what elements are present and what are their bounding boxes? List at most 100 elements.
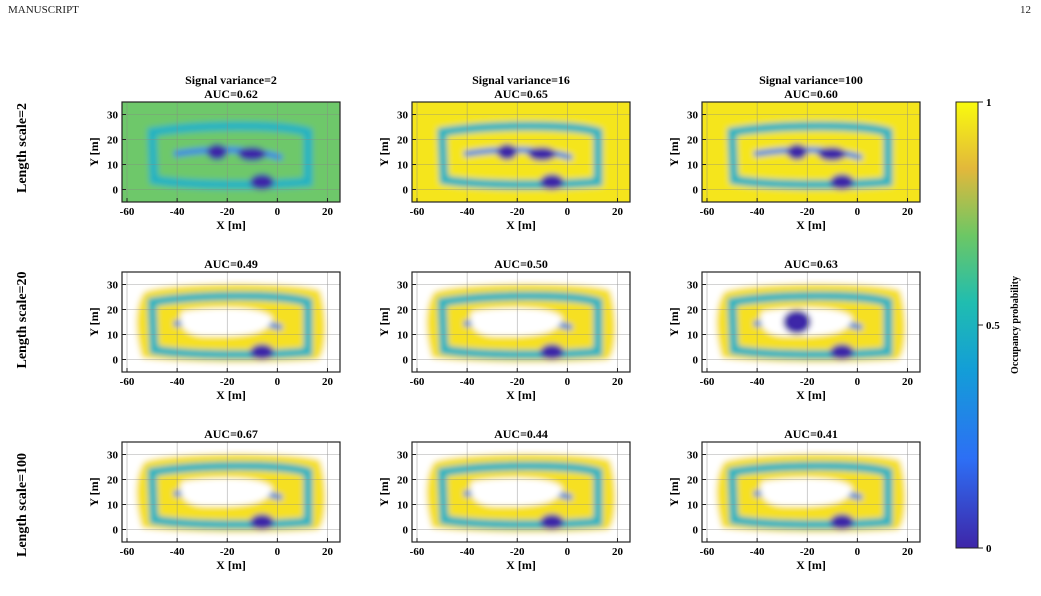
x-tick-label: 0 xyxy=(275,546,281,558)
x-tick-label: -40 xyxy=(750,546,765,558)
x-axis-label: X [m] xyxy=(796,218,826,232)
y-axis-label: Y [m] xyxy=(667,307,681,336)
x-tick-label: 20 xyxy=(322,546,334,558)
panel-auc-title: AUC=0.65 xyxy=(494,87,548,101)
y-tick-label: 0 xyxy=(693,185,699,197)
panel-auc-title: AUC=0.49 xyxy=(204,257,258,271)
y-tick-label: 20 xyxy=(107,305,119,317)
x-tick-label: -60 xyxy=(120,206,135,218)
y-tick-label: 30 xyxy=(687,110,699,122)
axes-frame xyxy=(121,271,341,373)
x-tick-label: 0 xyxy=(565,376,571,388)
x-tick-label: 20 xyxy=(612,546,624,558)
x-tick-label: -20 xyxy=(510,376,525,388)
y-tick-label: 10 xyxy=(107,500,119,512)
x-tick-label: -60 xyxy=(410,206,425,218)
colorbar-tick-bottom: 0 xyxy=(986,543,992,555)
panel-auc-title: AUC=0.41 xyxy=(784,427,838,441)
x-tick-label: -20 xyxy=(800,206,815,218)
x-tick-label: -20 xyxy=(220,376,235,388)
x-tick-label: -40 xyxy=(460,376,475,388)
x-tick-label: 20 xyxy=(322,206,334,218)
axes-frame xyxy=(701,271,921,373)
y-axis-label: Y [m] xyxy=(87,137,101,166)
x-tick-label: -20 xyxy=(510,206,525,218)
axes-frame xyxy=(701,441,921,543)
x-axis-label: X [m] xyxy=(216,388,246,402)
y-tick-label: 30 xyxy=(397,280,409,292)
heatmap-panel: -60 -40 -20 0 20 0 10 20 30 X [m] Y [m] AUC=0.49 xyxy=(87,257,341,402)
y-tick-label: 10 xyxy=(687,160,699,172)
x-tick-label: -60 xyxy=(410,546,425,558)
x-tick-label: 20 xyxy=(902,206,914,218)
y-tick-label: 10 xyxy=(687,330,699,342)
x-tick-label: -60 xyxy=(410,376,425,388)
heatmap-panel: -60 -40 -20 0 20 0 10 20 30 X [m] Y [m] AUC=0.67 xyxy=(87,427,341,572)
x-tick-label: -40 xyxy=(460,206,475,218)
y-axis-label: Y [m] xyxy=(667,137,681,166)
y-axis-label: Y [m] xyxy=(87,307,101,336)
y-tick-label: 10 xyxy=(397,500,409,512)
x-axis-label: X [m] xyxy=(506,388,536,402)
y-axis-label: Y [m] xyxy=(87,477,101,506)
x-tick-label: 0 xyxy=(275,376,281,388)
axes-frame xyxy=(411,101,631,203)
axes-frame xyxy=(121,441,341,543)
x-axis-label: X [m] xyxy=(506,218,536,232)
axes-frame xyxy=(411,271,631,373)
x-axis-label: X [m] xyxy=(796,558,826,572)
x-axis-label: X [m] xyxy=(796,388,826,402)
x-tick-label: -40 xyxy=(750,376,765,388)
y-tick-label: 20 xyxy=(687,475,699,487)
panel-auc-title: AUC=0.62 xyxy=(204,87,258,101)
x-tick-label: 20 xyxy=(612,206,624,218)
y-axis-label: Y [m] xyxy=(667,477,681,506)
x-tick-label: -40 xyxy=(460,546,475,558)
x-tick-label: -60 xyxy=(120,546,135,558)
x-tick-label: -60 xyxy=(700,376,715,388)
y-tick-label: 10 xyxy=(397,330,409,342)
y-tick-label: 20 xyxy=(687,305,699,317)
y-tick-label: 20 xyxy=(107,135,119,147)
y-tick-label: 20 xyxy=(397,475,409,487)
x-tick-label: -20 xyxy=(800,376,815,388)
axes-frame xyxy=(701,101,921,203)
y-axis-label: Y [m] xyxy=(377,137,391,166)
y-tick-label: 0 xyxy=(403,355,409,367)
x-tick-label: -60 xyxy=(700,206,715,218)
x-tick-label: -20 xyxy=(800,546,815,558)
heatmap-panel: -60 -40 -20 0 20 0 10 20 30 X [m] Y [m] AUC=0.62Sig… xyxy=(87,73,341,232)
x-axis-label: X [m] xyxy=(216,558,246,572)
heatmap-panel: -60 -40 -20 0 20 0 10 20 30 X [m] Y [m] AUC=0.41 xyxy=(667,427,921,572)
x-tick-label: 0 xyxy=(275,206,281,218)
y-tick-label: 0 xyxy=(403,525,409,537)
page-number: 12 xyxy=(1020,4,1031,16)
y-tick-label: 20 xyxy=(397,135,409,147)
x-tick-label: 0 xyxy=(855,376,861,388)
heatmap-panel: -60 -40 -20 0 20 0 10 20 30 X [m] Y [m] AUC=0.65Sig… xyxy=(377,73,631,232)
column-title: Signal variance=2 xyxy=(185,73,277,87)
x-tick-label: 20 xyxy=(902,546,914,558)
column-title: Signal variance=16 xyxy=(472,73,570,87)
panel-auc-title: AUC=0.67 xyxy=(204,427,258,441)
y-axis-label: Y [m] xyxy=(377,477,391,506)
x-tick-label: 20 xyxy=(612,376,624,388)
y-tick-label: 20 xyxy=(397,305,409,317)
x-tick-label: 0 xyxy=(565,206,571,218)
y-tick-label: 20 xyxy=(107,475,119,487)
row-label: Length scale=20 xyxy=(15,271,30,368)
x-tick-label: 20 xyxy=(902,376,914,388)
y-tick-label: 10 xyxy=(107,330,119,342)
y-tick-label: 30 xyxy=(107,450,119,462)
x-tick-label: 0 xyxy=(855,206,861,218)
x-tick-label: -40 xyxy=(170,546,185,558)
y-tick-label: 10 xyxy=(397,160,409,172)
colorbar-gradient xyxy=(955,101,979,549)
y-tick-label: 0 xyxy=(113,355,119,367)
x-tick-label: 20 xyxy=(322,376,334,388)
y-tick-label: 10 xyxy=(107,160,119,172)
y-tick-label: 30 xyxy=(397,110,409,122)
row-label: Length scale=2 xyxy=(15,103,30,193)
y-tick-label: 0 xyxy=(113,185,119,197)
